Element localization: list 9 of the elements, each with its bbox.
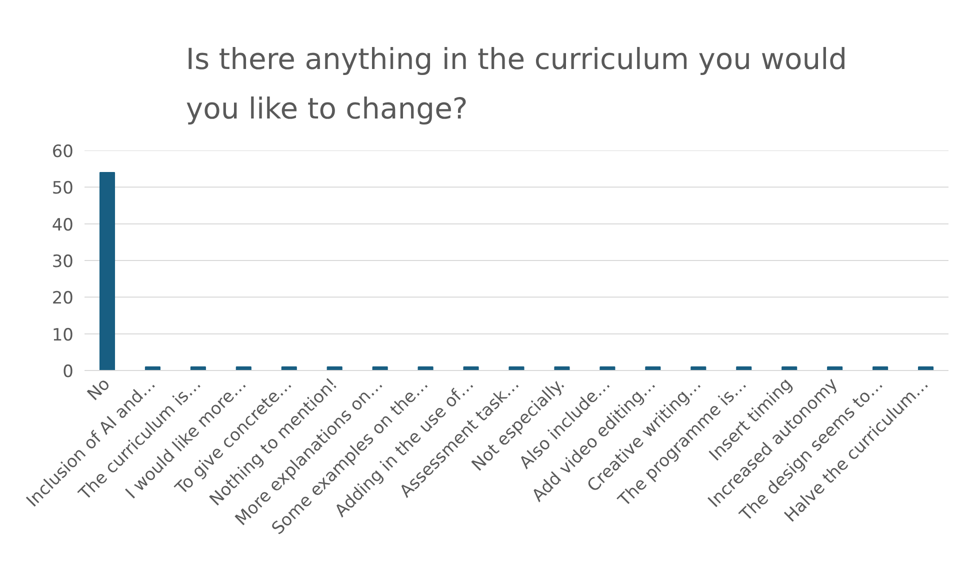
- y-tick-label: 0: [62, 362, 74, 382]
- y-tick-label: 20: [52, 288, 74, 309]
- y-tick-label: 10: [52, 325, 74, 346]
- y-tick-label: 50: [52, 178, 74, 199]
- y-tick-label: 30: [52, 252, 74, 272]
- x-tick-label: No: [84, 374, 114, 405]
- chart-title: Is there anything in the curriculum you would you like to change?: [186, 42, 848, 126]
- y-tick-label: 60: [52, 142, 74, 162]
- y-tick-label: 40: [52, 215, 74, 236]
